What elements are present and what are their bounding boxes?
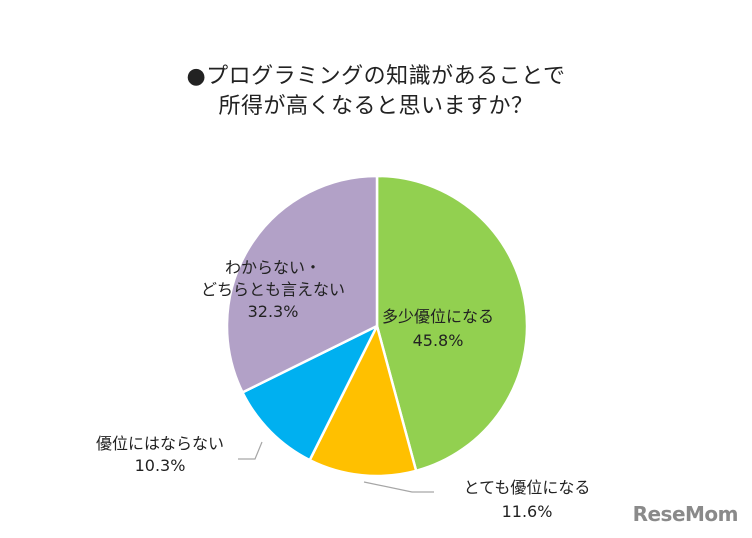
slice-label-3: わからない・どちらとも言えない 32.3%: [201, 258, 345, 321]
slice-label-1: とても優位になる 11.6%: [464, 478, 591, 521]
pie-slice-1: [308, 324, 418, 478]
slice-label-0: 多少優位になる 45.8%: [382, 307, 494, 350]
leader-line-1: [363, 481, 434, 493]
slice-label-2: 優位にはならない 10.3%: [96, 434, 224, 475]
slice-value-1: 11.6%: [502, 502, 553, 521]
slice-label-3-line-0: わからない・: [225, 258, 321, 277]
slice-value-2: 10.3%: [135, 456, 186, 475]
slice-label-2-line-0: 優位にはならない: [96, 434, 224, 453]
slice-value-3: 32.3%: [248, 302, 299, 321]
slice-label-3-line-1: どちらとも言えない: [201, 280, 345, 299]
chart-title: ●プログラミングの知識があることで 所得が高くなると思いますか？: [0, 62, 752, 122]
chart-title-line-2: 所得が高くなると思いますか？: [218, 94, 534, 119]
pie-slice-0: [375, 174, 529, 473]
pie-slice-2: [241, 324, 379, 462]
leader-line-2: [238, 441, 263, 460]
pie-slice-3: [225, 174, 379, 394]
chart-title-line-1: ●プログラミングの知識があることで: [186, 64, 566, 89]
slice-label-1-line-0: とても優位になる: [464, 478, 591, 497]
slice-value-0: 45.8%: [413, 331, 464, 350]
logo-text: ReseMom: [632, 502, 739, 526]
slice-label-0-line-0: 多少優位になる: [382, 307, 494, 326]
resemom-logo: ReseMom: [632, 502, 739, 526]
